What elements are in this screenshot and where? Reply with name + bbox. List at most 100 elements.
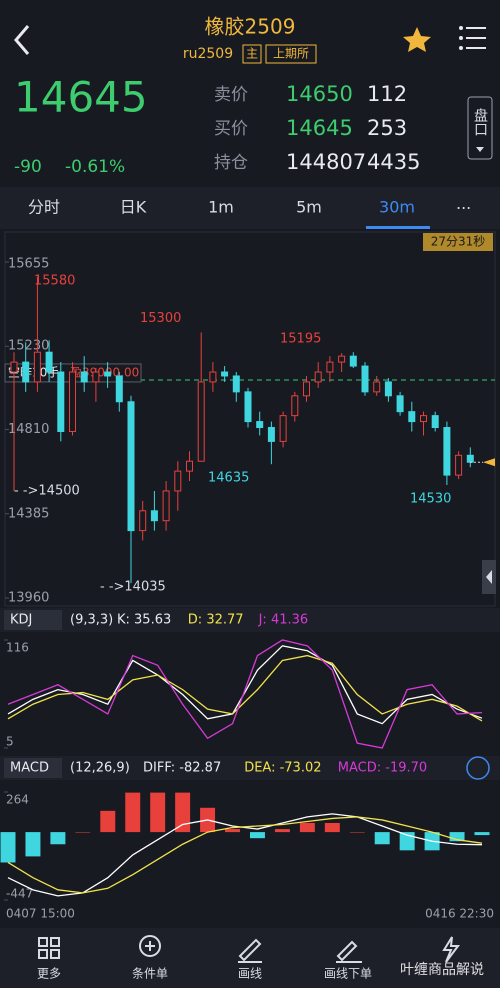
candle-body — [80, 371, 88, 383]
candle-body — [221, 371, 229, 377]
candle-body — [279, 415, 287, 442]
macd-bar — [150, 792, 166, 833]
candle-body — [326, 361, 334, 373]
scroll-arrow — [486, 570, 492, 584]
candle-body — [384, 381, 392, 397]
panel-title-box — [4, 758, 62, 778]
candle-body — [267, 427, 275, 442]
tab[interactable]: 30m — [379, 198, 415, 217]
candle-body — [408, 411, 416, 423]
kdj-header — [0, 608, 500, 632]
candle-body — [256, 421, 264, 429]
quote-volume: 253 — [367, 116, 407, 140]
candle-body — [162, 490, 170, 522]
macd-header — [0, 756, 500, 780]
favorite-button[interactable] — [403, 27, 431, 52]
candle-body — [431, 415, 439, 429]
tab[interactable]: 分时 — [28, 198, 60, 217]
panel-title: MACD — [10, 761, 49, 776]
more-tabs[interactable]: ··· — [456, 199, 471, 218]
y-tick-label: 13960 — [8, 591, 49, 606]
candle-body — [150, 510, 158, 522]
quote-value: 14645 — [286, 116, 353, 140]
y-tick-label: 15655 — [8, 257, 49, 272]
nav-label[interactable]: 条件单 — [132, 967, 168, 981]
candle-body — [455, 454, 463, 476]
countdown-badge — [423, 233, 493, 251]
candle-body — [115, 375, 123, 403]
candle-body — [69, 371, 76, 432]
candle-body — [303, 381, 310, 397]
candle-body — [57, 371, 65, 432]
macd-bar — [274, 829, 290, 833]
panel-params: (12,26,9) — [70, 761, 130, 776]
indicator-line — [7, 645, 483, 725]
back-button[interactable] — [14, 25, 30, 55]
panel-button[interactable] — [467, 96, 493, 160]
menu-button[interactable] — [459, 26, 486, 50]
candle-body — [197, 381, 205, 462]
price-annotation: - ->14500 — [14, 483, 80, 498]
candle-body — [466, 454, 474, 463]
legend-entry: D: 32.77 — [188, 613, 244, 628]
quote-volume: 4435 — [367, 150, 420, 174]
y-tick-label: 14810 — [8, 422, 49, 437]
nav-label[interactable]: 画线 — [238, 967, 262, 981]
legend-entry: MACD: -19.70 — [338, 761, 427, 776]
candle-body — [139, 510, 147, 532]
last-price: 14645 — [14, 73, 148, 122]
macd-bar — [249, 832, 265, 839]
candle-body — [92, 371, 100, 383]
legend-entry: K: 35.63 — [117, 613, 171, 628]
chart-frame — [4, 231, 496, 607]
expand-button[interactable] — [466, 756, 490, 780]
panel-arrow — [476, 147, 484, 152]
quote-volume: 112 — [367, 82, 407, 106]
tab[interactable]: 日K — [120, 198, 147, 217]
macd-bar — [0, 832, 16, 863]
change: -90 — [14, 157, 42, 177]
candle-body — [22, 361, 30, 383]
candle-body — [314, 371, 322, 383]
candle-body — [373, 381, 381, 393]
macd-bar — [225, 829, 241, 833]
tab[interactable]: 5m — [296, 198, 322, 217]
price-annotation: 14635 — [208, 471, 249, 486]
quote-label: 持仓 — [214, 153, 248, 173]
candle-body — [174, 470, 182, 492]
nav-bar — [0, 928, 500, 988]
candle-body — [45, 351, 53, 373]
legend-entry: J: 41.36 — [258, 613, 309, 628]
macd-bar — [125, 792, 141, 833]
nav-label[interactable]: 画线下单 — [324, 967, 372, 981]
price-annotation: 15195 — [280, 332, 321, 347]
quote-label: 卖价 — [214, 85, 248, 105]
panel-title-box — [4, 610, 62, 630]
candle-body — [209, 371, 217, 383]
nav-label[interactable]: 更多 — [37, 967, 61, 981]
candle-body — [33, 351, 41, 383]
watermark: 叶缠商品解说 — [400, 961, 484, 978]
indicator-line — [7, 813, 483, 897]
macd-bar — [100, 810, 116, 833]
candle-body — [420, 415, 427, 423]
candle-body — [232, 375, 240, 393]
quote-value: 14650 — [286, 82, 353, 106]
indicator-line — [7, 654, 483, 722]
candle-body — [186, 460, 193, 472]
tab-underline — [366, 226, 430, 229]
tab[interactable]: 1m — [208, 198, 234, 217]
macd-bar — [50, 832, 66, 845]
candle-body — [338, 355, 346, 363]
badge: 主 — [246, 47, 258, 61]
badge-box — [265, 44, 317, 64]
panel-title: KDJ — [10, 613, 32, 628]
x-label: 0416 22:30 — [425, 907, 494, 921]
candle-body — [10, 361, 18, 373]
candle-body — [104, 371, 112, 377]
title: 橡胶2509 — [205, 15, 296, 39]
y-tick-label: 5 — [6, 735, 14, 749]
x-label: 0407 15:00 — [6, 907, 75, 921]
macd-bar — [474, 832, 490, 836]
macd-bar — [349, 832, 365, 833]
